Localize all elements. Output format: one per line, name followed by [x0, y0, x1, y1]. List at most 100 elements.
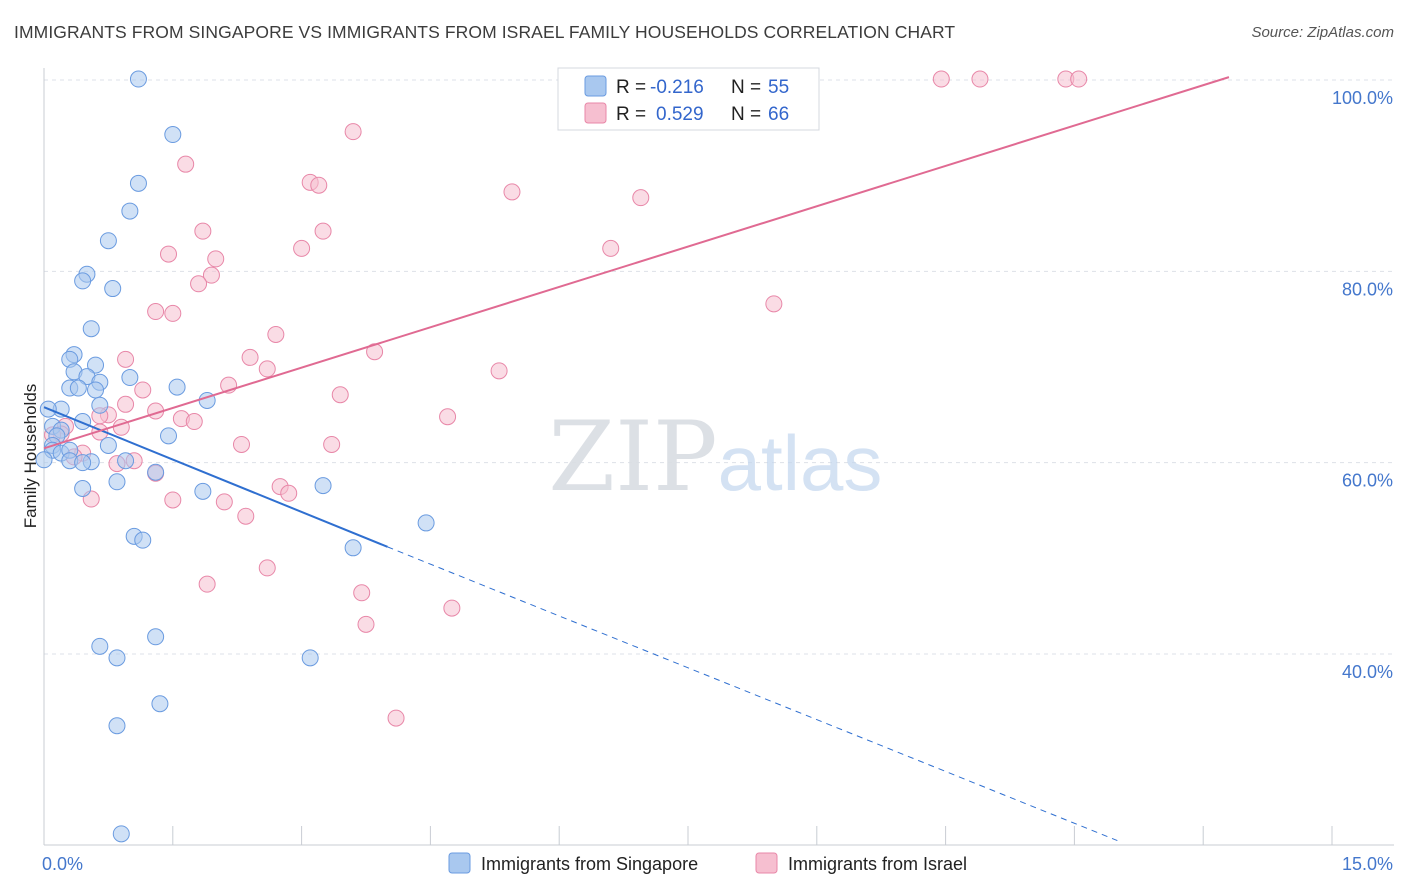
- data-point-israel: [147, 303, 165, 321]
- bottom-legend: Immigrants from Singapore Immigrants fro…: [448, 852, 967, 874]
- data-point-israel: [439, 408, 457, 426]
- legend-n-label-israel: N =: [731, 104, 761, 125]
- bottom-legend-swatch-israel: [755, 852, 778, 874]
- data-point-israel: [503, 183, 521, 201]
- legend-box: R = -0.216 N = 55 R = 0.529 N = 66: [557, 67, 820, 131]
- data-point-israel: [357, 615, 375, 633]
- data-point-israel: [602, 239, 620, 257]
- data-point-israel: [164, 304, 182, 322]
- data-point-israel: [353, 584, 371, 602]
- data-point-israel: [1070, 70, 1088, 88]
- trend-lines: [43, 76, 1230, 842]
- data-point-singapore: [147, 628, 165, 646]
- data-point-singapore: [314, 477, 332, 495]
- data-point-israel: [323, 435, 341, 453]
- data-point-israel: [134, 381, 152, 399]
- data-point-singapore: [74, 479, 92, 497]
- x-tick-label-min: 0.0%: [42, 854, 83, 874]
- data-point-singapore: [35, 451, 53, 469]
- legend-r-value-israel: 0.529: [656, 104, 704, 125]
- data-point-israel: [215, 493, 233, 511]
- data-point-singapore: [112, 825, 130, 843]
- data-point-singapore: [121, 202, 139, 220]
- series-singapore-points: [35, 70, 435, 843]
- data-point-israel: [387, 709, 405, 727]
- data-point-singapore: [151, 695, 169, 713]
- legend-n-value-singapore: 55: [768, 77, 789, 98]
- data-point-israel: [164, 491, 182, 509]
- data-point-singapore: [129, 70, 147, 88]
- data-point-israel: [198, 575, 216, 593]
- data-point-israel: [280, 484, 298, 502]
- legend-swatch-israel: [584, 102, 607, 124]
- y-tick-label: 80.0%: [1342, 279, 1393, 299]
- data-point-israel: [971, 70, 989, 88]
- data-point-singapore: [301, 649, 319, 667]
- data-point-israel: [310, 176, 328, 194]
- trend-line-singapore: [43, 406, 388, 548]
- legend-r-value-singapore: -0.216: [650, 77, 704, 98]
- legend-swatch-singapore: [584, 75, 607, 97]
- data-point-israel: [366, 343, 384, 361]
- data-point-singapore: [160, 427, 178, 445]
- data-point-israel: [237, 507, 255, 525]
- data-point-israel: [117, 395, 135, 413]
- trend-line-israel: [43, 76, 1230, 450]
- chart-title: IMMIGRANTS FROM SINGAPORE VS IMMIGRANTS …: [14, 22, 956, 42]
- data-point-israel: [207, 250, 225, 268]
- data-point-israel: [232, 435, 250, 453]
- data-point-singapore: [74, 454, 92, 472]
- watermark-atlas: atlas: [718, 419, 883, 507]
- data-point-singapore: [108, 649, 126, 667]
- gridlines: [44, 79, 1394, 655]
- data-point-israel: [258, 559, 276, 577]
- data-point-israel: [443, 599, 461, 617]
- data-point-singapore: [129, 174, 147, 192]
- data-point-israel: [267, 325, 285, 343]
- data-point-singapore: [134, 531, 152, 549]
- data-point-israel: [765, 295, 783, 313]
- data-point-singapore: [164, 126, 182, 144]
- data-point-singapore: [99, 232, 117, 250]
- bottom-legend-label-israel: Immigrants from Israel: [788, 854, 967, 874]
- y-tick-labels: 40.0% 60.0% 80.0% 100.0%: [1332, 88, 1393, 682]
- data-point-singapore: [108, 473, 126, 491]
- data-point-singapore: [417, 514, 435, 532]
- data-point-singapore: [69, 379, 87, 397]
- data-point-singapore: [168, 378, 186, 396]
- legend-n-label-singapore: N =: [731, 77, 761, 98]
- data-point-singapore: [344, 539, 362, 557]
- data-point-singapore: [108, 717, 126, 735]
- data-point-israel: [932, 70, 950, 88]
- data-point-singapore: [91, 637, 109, 655]
- data-point-singapore: [104, 280, 122, 298]
- trend-line-singapore-extension: [387, 546, 1118, 842]
- data-point-israel: [293, 239, 311, 257]
- data-point-singapore: [91, 396, 109, 414]
- legend-n-value-israel: 66: [768, 104, 789, 125]
- y-tick-label: 100.0%: [1332, 88, 1393, 108]
- source-credit: Source: ZipAtlas.com: [1251, 24, 1394, 41]
- data-point-israel: [258, 360, 276, 378]
- y-tick-label: 60.0%: [1342, 471, 1393, 491]
- data-point-israel: [160, 245, 178, 263]
- legend-r-label-singapore: R =: [616, 77, 646, 98]
- x-tick-label-max: 15.0%: [1342, 854, 1393, 874]
- data-point-israel: [202, 266, 220, 284]
- data-point-israel: [194, 222, 212, 240]
- data-point-singapore: [87, 381, 105, 399]
- bottom-legend-swatch-singapore: [448, 852, 471, 874]
- data-point-israel: [331, 386, 349, 404]
- data-point-singapore: [99, 436, 117, 454]
- watermark-zip: ZIP: [548, 401, 717, 513]
- legend-r-label-israel: R =: [616, 104, 646, 125]
- bottom-legend-label-singapore: Immigrants from Singapore: [481, 854, 698, 874]
- data-point-singapore: [194, 482, 212, 500]
- data-point-israel: [314, 222, 332, 240]
- data-point-israel: [241, 348, 259, 366]
- data-point-singapore: [121, 369, 139, 387]
- y-tick-label: 40.0%: [1342, 662, 1393, 682]
- data-point-israel: [177, 155, 195, 173]
- data-point-israel: [344, 123, 362, 141]
